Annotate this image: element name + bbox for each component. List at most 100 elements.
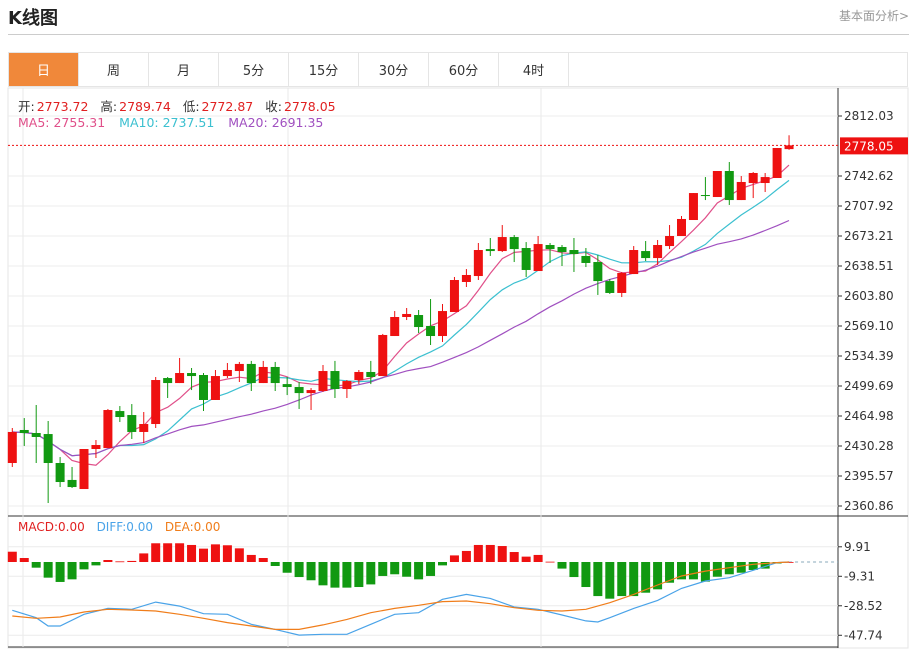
candle (748, 172, 758, 199)
candle-body (43, 434, 53, 464)
candle-body (688, 193, 698, 221)
close-value: 2778.05 (283, 99, 336, 114)
candle (390, 311, 400, 337)
candle (736, 176, 746, 201)
macd-bar (282, 562, 292, 573)
candle-body (521, 248, 531, 270)
candle (270, 361, 280, 391)
ma20-line (12, 219, 790, 457)
candle-body (342, 381, 352, 390)
macd-bar (306, 562, 316, 581)
candle (378, 333, 388, 377)
candle-body (151, 380, 161, 425)
candle (605, 278, 615, 295)
price-tick-label: 2360.86 (844, 499, 894, 513)
last-price-badge (840, 137, 908, 155)
candle (199, 373, 208, 412)
candle-body (760, 177, 770, 184)
tab-30min[interactable]: 30分 (359, 53, 429, 86)
candle-body (127, 415, 137, 432)
candle-body (617, 273, 627, 293)
open-label: 开: (18, 99, 35, 114)
candle (318, 364, 328, 393)
tab-4hour[interactable]: 4时 (499, 53, 569, 86)
macd-bar (222, 545, 232, 562)
candle (557, 244, 567, 267)
candle-body (67, 479, 77, 488)
candle-body (222, 369, 232, 377)
price-tick-label: 2499.69 (844, 379, 894, 393)
price-tick-label: 2395.57 (844, 469, 894, 483)
candle-body (497, 237, 507, 252)
candle-body (569, 250, 579, 254)
macd-bar (103, 560, 113, 562)
low-label: 低: (182, 99, 200, 114)
candle (677, 216, 686, 237)
tab-month[interactable]: 月 (149, 53, 219, 86)
candle (485, 237, 495, 256)
macd-bar (605, 562, 615, 599)
macd-bar (234, 548, 244, 562)
tab-5min[interactable]: 5分 (219, 53, 289, 86)
candle (43, 420, 53, 504)
candle-body (402, 313, 412, 318)
candle-body (545, 244, 555, 250)
macd-bar (748, 562, 758, 570)
candle (67, 466, 77, 488)
candle-body (533, 244, 543, 272)
macd-bar (390, 562, 400, 575)
candle-body (665, 236, 675, 247)
candle (354, 369, 364, 385)
macd-bar (115, 561, 125, 563)
candle-body (294, 387, 304, 394)
candle (414, 310, 424, 333)
macd-bar (629, 562, 639, 597)
candle-body (724, 171, 734, 201)
macd-bar (581, 562, 591, 588)
price-tick-label: 2707.92 (844, 199, 894, 213)
period-tabs: 日 周 月 5分 15分 30分 60分 4时 (8, 52, 908, 87)
candle-body (700, 195, 710, 197)
candle (210, 369, 220, 400)
diff-value: DIFF:0.00 (96, 520, 153, 534)
candle-body (581, 255, 591, 263)
macd-bar (533, 554, 543, 562)
candle (760, 172, 770, 193)
ma20-value: MA20: 2691.35 (228, 115, 324, 130)
candle (151, 376, 161, 428)
low-value: 2772.87 (201, 99, 254, 114)
macd-bar (521, 556, 531, 562)
diff-line (12, 561, 790, 636)
macd-bar (127, 560, 137, 562)
candle-body (79, 449, 89, 490)
price-tick-label: 2812.03 (844, 109, 894, 123)
candle-body (199, 375, 208, 400)
fundamental-analysis-link[interactable]: 基本面分析> (838, 9, 909, 23)
candle (115, 406, 125, 423)
tab-60min[interactable]: 60分 (429, 53, 499, 86)
candle-body (772, 148, 782, 179)
candle (653, 239, 663, 265)
price-tick-label: 2673.21 (844, 229, 894, 243)
price-tick-label: 2638.51 (844, 259, 894, 273)
macd-bar (199, 548, 208, 562)
tab-day[interactable]: 日 (9, 53, 79, 86)
candle (19, 418, 29, 446)
candle-body (593, 262, 603, 282)
macd-bar (414, 562, 424, 580)
tab-15min[interactable]: 15分 (289, 53, 359, 86)
candle-body (461, 274, 471, 282)
candle (55, 457, 65, 488)
candle-body (629, 250, 639, 275)
macd-bar (653, 562, 663, 590)
candle (700, 177, 710, 201)
candle-body (473, 250, 483, 277)
tab-week[interactable]: 周 (79, 53, 149, 86)
macd-bar (139, 553, 149, 562)
candle-body (139, 424, 149, 432)
candle-body (115, 411, 125, 418)
high-value: 2789.74 (119, 99, 171, 114)
candle-body (557, 246, 567, 252)
macd-tick-label: -28.52 (844, 599, 883, 613)
